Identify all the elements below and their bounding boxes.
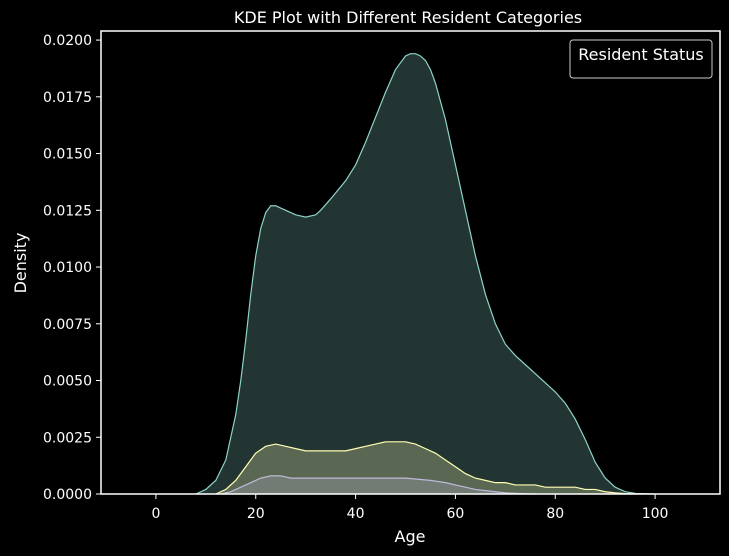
plot-frame — [100, 30, 721, 495]
density-line-2 — [220, 475, 536, 495]
density-fill-2 — [220, 475, 536, 494]
x-axis-ticks: 0 20 40 60 80 100 — [151, 494, 668, 522]
y-axis-ticks: 0.0000 0.0025 0.0050 0.0075 0.0100 0.0125 0.01… — [43, 33, 101, 503]
x-tick-label: 20 — [247, 506, 265, 522]
density-line-0 — [195, 53, 656, 495]
y-tick-label: 0.0025 — [43, 430, 92, 446]
legend: Resident Status — [569, 39, 713, 79]
density-line-1 — [215, 441, 636, 495]
density-areas — [195, 53, 656, 495]
y-tick-label: 0.0050 — [43, 374, 92, 390]
y-tick-label: 0.0100 — [43, 260, 92, 276]
legend-title: Resident Status — [578, 45, 704, 64]
x-tick-label: 80 — [546, 506, 564, 522]
x-axis-label: Age — [395, 527, 426, 546]
y-tick-label: 0.0150 — [43, 147, 92, 163]
y-tick-label: 0.0175 — [43, 90, 92, 106]
x-tick-label: 0 — [151, 506, 160, 522]
y-tick-label: 0.0000 — [43, 487, 92, 503]
x-tick-label: 100 — [642, 506, 669, 522]
y-tick-label: 0.0200 — [43, 33, 92, 49]
y-tick-label: 0.0075 — [43, 317, 92, 333]
density-fill-0 — [195, 53, 656, 494]
y-tick-label: 0.0125 — [43, 203, 92, 219]
chart-title: KDE Plot with Different Resident Categor… — [234, 8, 582, 27]
x-tick-label: 60 — [447, 506, 465, 522]
x-tick-label: 40 — [347, 506, 365, 522]
density-fill-1 — [215, 441, 636, 494]
y-axis-label: Density — [11, 233, 30, 294]
legend-box — [569, 39, 713, 79]
